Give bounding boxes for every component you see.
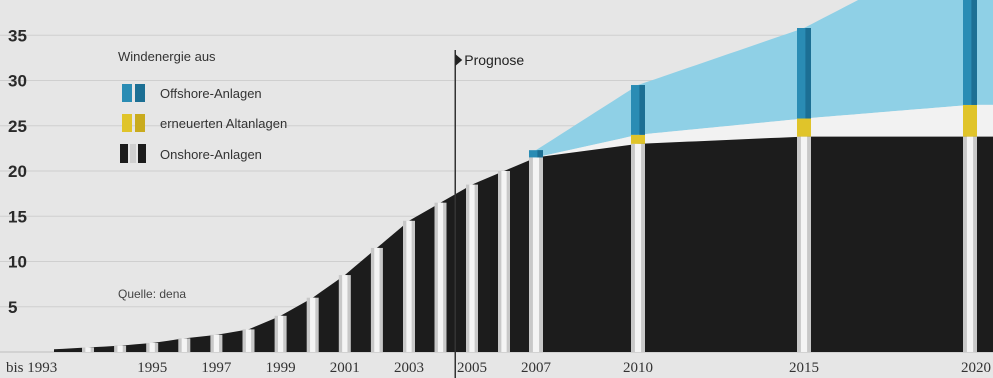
bar-1996 (178, 338, 191, 352)
bar-1995 (146, 342, 159, 352)
forecast-marker: Prognose (454, 50, 524, 378)
x-tick-label: 2007 (521, 360, 552, 376)
bar-offshore-shade-2007 (537, 150, 543, 158)
bar-onshore-shine-2005 (469, 184, 475, 352)
x-tick-label: 2020 (961, 360, 991, 376)
legend-swatch-onshore (120, 144, 128, 163)
x-tick-label: 2015 (789, 360, 819, 376)
x-tick-label: 1999 (266, 360, 296, 376)
legend-swatch-offshore-2 (135, 84, 145, 102)
y-tick-label: 10 (8, 253, 27, 272)
bar-onshore-shine-2007 (532, 157, 540, 352)
y-tick-label: 35 (8, 26, 27, 45)
x-tick-label: bis 1993 (6, 360, 57, 376)
y-tick-label: 25 (8, 117, 27, 136)
bar-2005 (466, 184, 478, 352)
bar-onshore-shine-2010 (634, 143, 642, 352)
legend-label-offshore: Offshore-Anlagen (160, 86, 262, 101)
bar-offshore-shade-2015 (805, 28, 811, 119)
bar-onshore-shine-1993 (85, 347, 91, 352)
bar-onshore-shine-1999 (277, 315, 284, 352)
forecast-label: Prognose (464, 52, 524, 68)
y-tick-label: 20 (8, 162, 27, 181)
bar-offshore-2007 (529, 150, 543, 158)
area-offshore (536, 0, 993, 158)
bar-2020 (963, 0, 977, 352)
x-tick-label: 2001 (330, 360, 360, 376)
legend-swatch-repowered (122, 114, 132, 132)
legend-swatch-onshore-2 (130, 144, 136, 163)
bar-2003 (403, 220, 415, 352)
bar-1997 (210, 334, 223, 352)
bar-onshore-shine-2003 (406, 220, 412, 352)
y-tick-label: 5 (8, 298, 17, 317)
stacked-areas (54, 0, 993, 352)
bar-onshore-shine-2000 (310, 297, 316, 352)
y-tick-label: 15 (8, 207, 27, 226)
bar-onshore-shine-2004 (437, 202, 444, 352)
bar-offshore-shade-2020 (971, 0, 977, 105)
legend-title: Windenergie aus (118, 49, 216, 64)
bar-2007 (529, 150, 543, 352)
bar-2010 (631, 85, 645, 352)
bar-1993 (82, 347, 94, 352)
bar-onshore-shine-2006 (501, 171, 507, 352)
x-tick-label: 2010 (623, 360, 653, 376)
x-tick-label: 1997 (201, 360, 232, 376)
bar-2001 (338, 275, 351, 352)
bar-onshore-shine-1996 (181, 338, 187, 352)
legend-swatch-repowered-2 (135, 114, 145, 132)
bar-onshore-shine-1997 (213, 334, 220, 352)
bar-onshore-shine-1998 (245, 329, 252, 352)
bar-repowered-2020 (963, 104, 977, 137)
area-onshore (54, 136, 993, 352)
area-repowered (536, 104, 993, 158)
legend-swatch-onshore-3 (138, 144, 146, 163)
x-axis: bis 1993 1995 1997 1999 2001 2003 2005 2007 2010… (6, 360, 991, 376)
y-tick-label: 30 (8, 72, 27, 91)
bar-2015 (797, 28, 811, 352)
bar-2002 (370, 247, 383, 352)
bar-2000 (306, 297, 319, 352)
legend-label-repowered: erneuerten Altanlagen (160, 116, 287, 131)
x-tick-label: 2005 (457, 360, 487, 376)
y-axis: 5 10 15 20 25 30 35 (8, 26, 27, 317)
bar-onshore-shine-2002 (374, 247, 380, 352)
year-bars (82, 0, 977, 352)
legend-label-onshore: Onshore-Anlagen (160, 147, 262, 162)
bar-1994 (114, 345, 127, 352)
bar-repowered-2010 (631, 134, 645, 144)
forecast-arrow-icon (455, 54, 463, 66)
bar-2004 (434, 202, 447, 352)
legend-swatch-offshore (122, 84, 132, 102)
bar-1999 (274, 315, 287, 352)
bar-onshore-shine-1994 (117, 345, 123, 352)
bar-offshore-shade-2010 (639, 85, 645, 135)
bar-onshore-shine-2001 (342, 275, 348, 352)
source-note: Quelle: dena (118, 287, 186, 301)
bar-1998 (242, 329, 255, 352)
bar-onshore-shine-2015 (800, 136, 808, 352)
bar-onshore-shine-2020 (966, 136, 974, 352)
x-tick-label: 2003 (394, 360, 424, 376)
bar-onshore-shine-1995 (149, 342, 155, 352)
x-tick-label: 1995 (137, 360, 167, 376)
bar-repowered-2015 (797, 118, 811, 137)
legend: Windenergie aus Offshore-Anlagen erneuer… (118, 49, 287, 163)
bar-2006 (498, 171, 510, 352)
